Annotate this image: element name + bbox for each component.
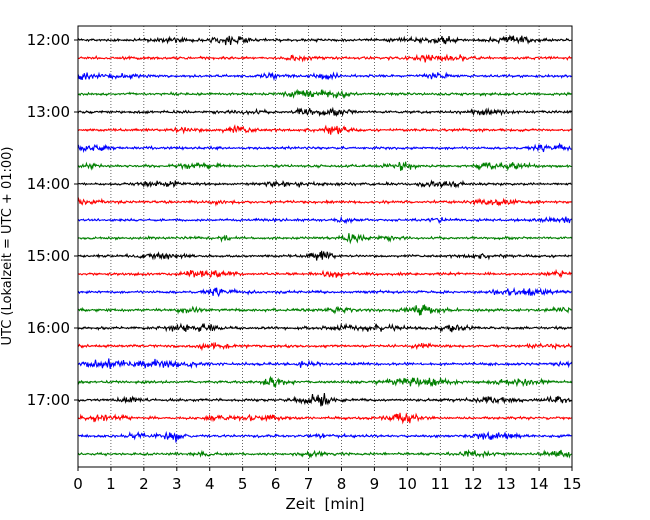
y-axis-ticks: 12:00 13:00 14:00 15:00 16:00 17:00 <box>27 31 78 409</box>
x-tick-label: 1 <box>106 475 116 493</box>
trace-1215 <box>77 53 572 63</box>
y-tick-label: 12:00 <box>27 31 70 49</box>
trace-1500 <box>77 250 572 261</box>
x-axis-ticks: 0 1 2 3 4 5 6 7 8 9 10 11 12 13 14 15 <box>73 467 582 493</box>
x-tick-label: 4 <box>205 475 215 493</box>
trace-1230 <box>77 71 572 82</box>
x-tick-label: 2 <box>139 475 149 493</box>
x-tick-label: 11 <box>431 475 450 493</box>
trace-1600 <box>77 322 572 333</box>
y-tick-label: 16:00 <box>27 319 70 337</box>
x-tick-label: 6 <box>271 475 281 493</box>
trace-1400 <box>77 179 572 189</box>
plot-frame <box>77 25 573 468</box>
x-tick-label: 8 <box>337 475 347 493</box>
trace-1745 <box>77 448 572 459</box>
trace-1700 <box>77 392 572 407</box>
y-tick-label: 13:00 <box>27 103 70 121</box>
trace-1345 <box>77 161 572 172</box>
y-tick-label: 15:00 <box>27 247 70 265</box>
x-tick-label: 14 <box>530 475 549 493</box>
x-axis-label: Zeit [min] <box>285 495 364 513</box>
x-tick-label: 9 <box>370 475 380 493</box>
y-axis-label: UTC (Lokalzeit = UTC + 01:00) <box>0 147 15 346</box>
trace-1715 <box>77 412 572 425</box>
trace-1530 <box>77 286 572 298</box>
plot-area <box>78 26 572 467</box>
trace-1200 <box>77 34 572 46</box>
trace-1415 <box>77 197 572 207</box>
x-tick-label: 7 <box>304 475 314 493</box>
trace-1515 <box>77 268 572 279</box>
y-tick-label: 14:00 <box>27 175 70 193</box>
trace-1300 <box>77 106 572 118</box>
trace-1630 <box>77 358 573 370</box>
x-tick-label: 10 <box>398 475 417 493</box>
y-tick-label: 17:00 <box>27 391 70 409</box>
x-tick-label: 3 <box>172 475 182 493</box>
x-tick-label: 12 <box>464 475 483 493</box>
trace-1330 <box>77 142 572 154</box>
x-tick-label: 13 <box>497 475 516 493</box>
traces <box>77 34 573 459</box>
trace-1645 <box>77 375 572 388</box>
trace-1730 <box>77 430 572 443</box>
trace-1430 <box>77 215 572 225</box>
trace-1445 <box>77 233 572 245</box>
trace-1615 <box>77 342 572 352</box>
x-tick-label: 0 <box>73 475 83 493</box>
trace-1545 <box>77 304 572 316</box>
trace-1315 <box>77 124 572 135</box>
trace-1245 <box>77 88 572 99</box>
x-tick-label: 15 <box>562 475 581 493</box>
x-tick-label: 5 <box>238 475 248 493</box>
